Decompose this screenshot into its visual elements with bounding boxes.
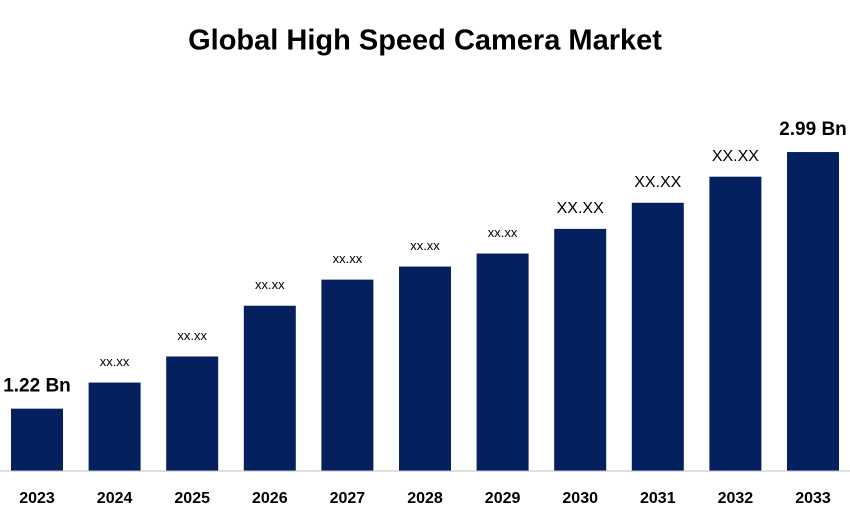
- bar: [476, 253, 529, 471]
- bar: [554, 228, 607, 471]
- bar: [709, 176, 762, 471]
- x-tick-label: 2033: [795, 490, 831, 507]
- bar: [11, 408, 63, 471]
- value-label: XX.XX: [634, 174, 681, 191]
- value-label: xx.xx: [100, 354, 130, 369]
- x-tick-label: 2024: [97, 490, 133, 507]
- x-tick-label: 2030: [562, 490, 598, 507]
- value-label: xx.xx: [333, 251, 363, 266]
- value-label: XX.XX: [557, 200, 604, 217]
- x-tick-label: 2027: [330, 490, 366, 507]
- value-label: 1.22 Bn: [3, 376, 71, 397]
- x-tick-label: 2032: [718, 490, 754, 507]
- value-label: XX.XX: [712, 148, 759, 165]
- chart-title: Global High Speed Camera Market: [188, 25, 662, 57]
- bar: [631, 202, 684, 471]
- value-label: xx.xx: [255, 277, 285, 292]
- bar: [88, 382, 141, 471]
- value-label: 2.99 Bn: [779, 119, 847, 140]
- x-tick-label: 2023: [19, 490, 55, 507]
- bar: [399, 266, 451, 471]
- x-tick-label: 2028: [407, 490, 443, 507]
- bar: [321, 279, 374, 471]
- x-tick-label: 2025: [174, 490, 210, 507]
- value-label: xx.xx: [177, 328, 207, 343]
- bar: [243, 305, 296, 471]
- bar: [787, 152, 839, 471]
- x-tick-label: 2026: [252, 490, 288, 507]
- x-tick-label: 2031: [640, 490, 676, 507]
- value-label: xx.xx: [488, 225, 518, 240]
- bar: [166, 356, 219, 471]
- value-label: xx.xx: [410, 238, 440, 253]
- x-tick-label: 2029: [485, 490, 521, 507]
